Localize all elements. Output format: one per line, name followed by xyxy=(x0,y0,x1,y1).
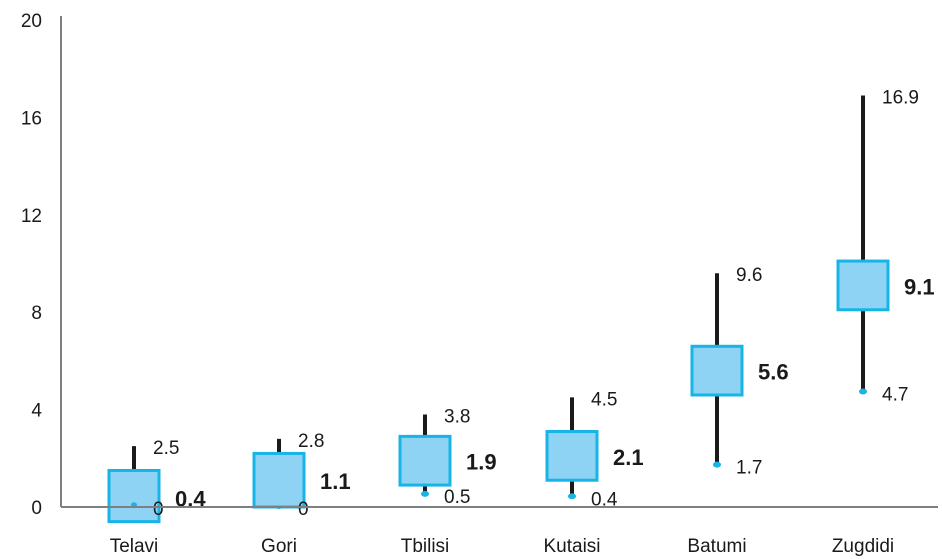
min-label-gori: 0 xyxy=(298,499,309,520)
box-group-kutaisi: 4.5 0.4 2.1 xyxy=(545,389,644,510)
max-label-batumi: 9.6 xyxy=(736,265,762,286)
box-group-tbilisi: 3.8 0.5 1.9 xyxy=(398,406,497,508)
box-zugdidi xyxy=(836,259,890,312)
min-marker-zugdidi xyxy=(859,388,867,395)
median-label-zugdidi: 9.1 xyxy=(904,274,935,299)
max-label-kutaisi: 4.5 xyxy=(591,389,617,410)
x-category-label-kutaisi: Kutaisi xyxy=(543,536,600,557)
y-tick-label-20: 20 xyxy=(21,11,42,32)
max-label-zugdidi: 16.9 xyxy=(882,87,919,108)
y-axis-ticks: 0 4 8 12 16 20 xyxy=(21,11,43,519)
min-marker-tbilisi xyxy=(421,490,429,497)
box-batumi xyxy=(690,344,744,397)
min-label-tbilisi: 0.5 xyxy=(444,487,470,508)
x-category-label-batumi: Batumi xyxy=(687,536,746,557)
max-label-telavi: 2.5 xyxy=(153,438,179,459)
min-marker-batumi xyxy=(713,461,721,468)
min-marker-kutaisi xyxy=(568,493,576,500)
y-tick-label-4: 4 xyxy=(31,401,42,422)
y-tick-label-16: 16 xyxy=(21,108,42,129)
max-label-gori: 2.8 xyxy=(298,431,324,452)
plot-area: 2.5 0 0.4 2.8 0 1.1 3.8 0.5 1.9 4.5 0.4 2.1 9.6 1.7 5.… xyxy=(107,87,935,524)
box-group-gori: 2.8 0 1.1 xyxy=(252,431,351,520)
x-axis-categories: Telavi Gori Tbilisi Kutaisi Batumi Zugdidi xyxy=(110,536,894,557)
max-label-tbilisi: 3.8 xyxy=(444,406,470,427)
min-label-batumi: 1.7 xyxy=(736,458,762,479)
x-category-label-tbilisi: Tbilisi xyxy=(401,536,450,557)
y-tick-label-0: 0 xyxy=(31,498,42,519)
median-label-kutaisi: 2.1 xyxy=(613,445,644,470)
box-group-batumi: 9.6 1.7 5.6 xyxy=(690,265,789,479)
y-tick-label-12: 12 xyxy=(21,206,42,227)
box-telavi xyxy=(107,468,161,524)
median-label-batumi: 5.6 xyxy=(758,360,789,385)
x-category-label-gori: Gori xyxy=(261,536,297,557)
y-tick-label-8: 8 xyxy=(31,303,42,324)
box-group-zugdidi: 16.9 4.7 9.1 xyxy=(836,87,935,406)
min-label-telavi: 0 xyxy=(153,499,164,520)
box-tbilisi xyxy=(398,434,452,487)
x-category-label-zugdidi: Zugdidi xyxy=(832,536,894,557)
min-label-kutaisi: 0.4 xyxy=(591,489,618,510)
x-category-label-telavi: Telavi xyxy=(110,536,159,557)
box-kutaisi xyxy=(545,430,599,482)
box-group-telavi: 2.50 0.4 xyxy=(107,438,206,524)
box-gori xyxy=(252,451,306,509)
min-label-zugdidi: 4.7 xyxy=(882,385,908,406)
median-label-tbilisi: 1.9 xyxy=(466,450,497,475)
median-label-gori: 1.1 xyxy=(320,469,351,494)
